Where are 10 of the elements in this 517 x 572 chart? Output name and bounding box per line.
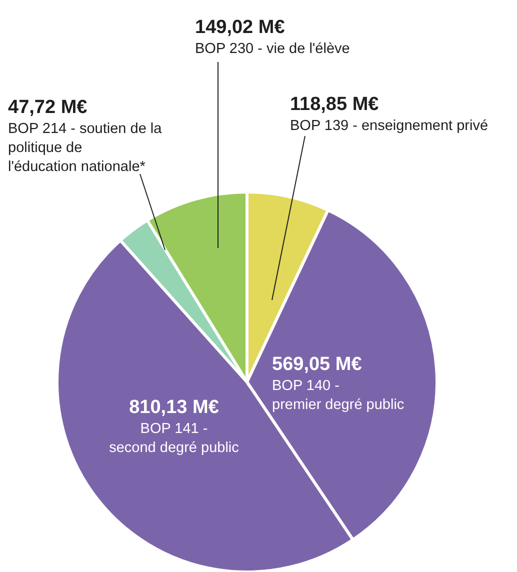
- data-label: 47,72 M€: [8, 97, 88, 118]
- slice-label: BOP 230 - vie de l'élève: [195, 41, 350, 57]
- slice-label: BOP 139 - enseignement privé: [290, 118, 488, 134]
- data-label: 118,85 M€: [290, 94, 380, 115]
- slice-label: BOP 140 - premier degré public: [272, 378, 404, 413]
- slice-label: BOP 214 - soutien de la politique de l'éducation nationale*: [8, 121, 163, 175]
- data-label: 810,13 M€: [129, 397, 220, 418]
- data-label: 569,05 M€: [272, 354, 362, 375]
- slice-label: BOP 141 - second degré public: [109, 421, 239, 456]
- data-label: 149,02 M€: [195, 17, 286, 38]
